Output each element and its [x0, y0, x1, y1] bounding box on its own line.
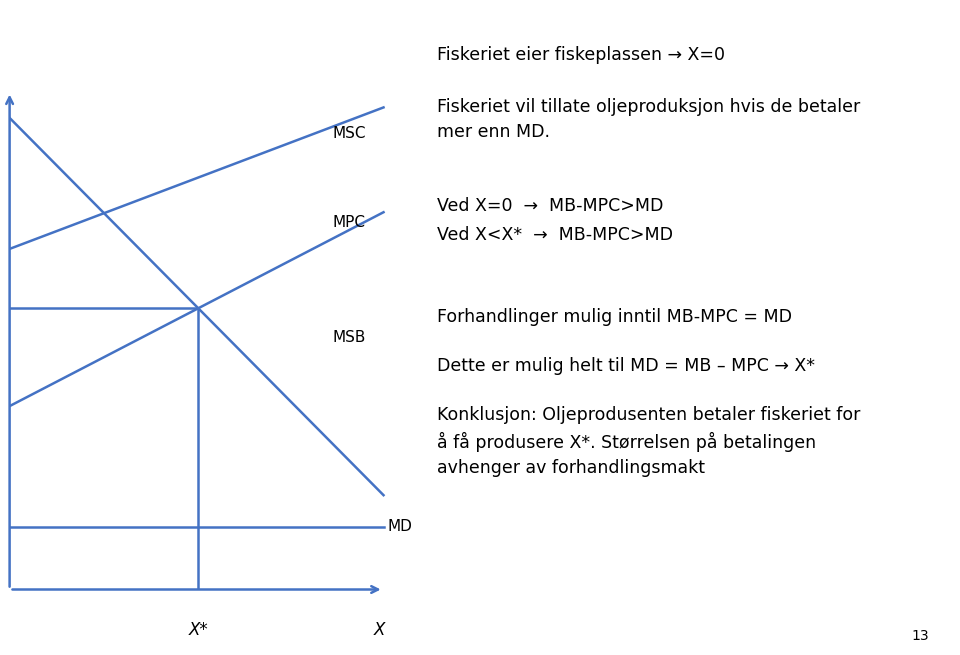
Text: Dette er mulig helt til MD = MB – MPC → X*: Dette er mulig helt til MD = MB – MPC → …	[437, 357, 815, 375]
Text: Ved X<X*  →  MB-MPC>MD: Ved X<X* → MB-MPC>MD	[437, 226, 673, 244]
Text: X*: X*	[188, 621, 208, 639]
Text: MSC: MSC	[332, 126, 366, 141]
Text: MPC: MPC	[332, 215, 366, 230]
Text: Konklusjon: Oljeprodusenten betaler fiskeriet for
å få produsere X*. Størrelsen : Konklusjon: Oljeprodusenten betaler fisk…	[437, 406, 860, 477]
Text: MD: MD	[388, 519, 413, 534]
Text: 13: 13	[912, 629, 929, 643]
Text: Ved X=0  →  MB-MPC>MD: Ved X=0 → MB-MPC>MD	[437, 196, 663, 214]
Text: MSB: MSB	[332, 331, 366, 345]
Text: Fiskeriet eier fiskeplassen → X=0: Fiskeriet eier fiskeplassen → X=0	[437, 46, 725, 64]
Text: X: X	[373, 621, 385, 639]
Text: Forhandlinger mulig inntil MB-MPC = MD: Forhandlinger mulig inntil MB-MPC = MD	[437, 308, 792, 326]
Text: Fiskeriet vil tillate oljeproduksjon hvis de betaler
mer enn MD.: Fiskeriet vil tillate oljeproduksjon hvi…	[437, 98, 860, 141]
